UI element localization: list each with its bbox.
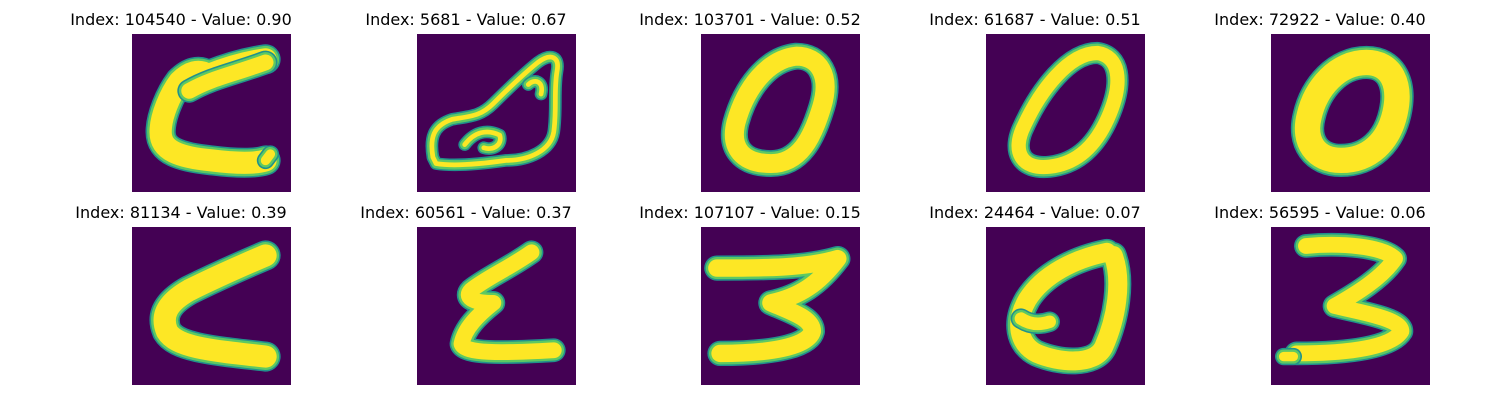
digit-image	[417, 34, 576, 192]
panel-title: Index: 61687 - Value: 0.51	[929, 10, 1141, 29]
image-panel: Index: 81134 - Value: 0.39	[31, 193, 331, 393]
image-panel: Index: 61687 - Value: 0.51	[885, 0, 1185, 200]
digit-stroke	[724, 46, 835, 174]
image-panel: Index: 103701 - Value: 0.52	[600, 0, 900, 200]
digit-stroke	[708, 249, 847, 363]
digit-stroke	[1294, 49, 1410, 174]
panel-title: Index: 72922 - Value: 0.40	[1214, 10, 1426, 29]
digit-stroke	[181, 54, 274, 99]
digit-stroke	[453, 244, 562, 361]
digit-image	[986, 34, 1145, 192]
digit-stroke	[429, 54, 560, 168]
digit-stroke	[462, 129, 503, 151]
panel-title: Index: 103701 - Value: 0.52	[639, 10, 861, 29]
image-panel: Index: 107107 - Value: 0.15	[600, 193, 900, 393]
image-panel: Index: 5681 - Value: 0.67	[316, 0, 616, 200]
digit-stroke	[1288, 236, 1410, 362]
image-panel: Index: 24464 - Value: 0.07	[885, 193, 1185, 393]
digit-image	[132, 227, 291, 385]
digit-image	[1271, 227, 1430, 385]
image-panel: Index: 56595 - Value: 0.06	[1170, 193, 1470, 393]
digit-stroke	[153, 244, 277, 368]
digit-image	[986, 227, 1145, 385]
digit-stroke	[1011, 45, 1125, 175]
digit-image	[132, 34, 291, 192]
digit-image	[701, 34, 860, 192]
digit-image	[417, 227, 576, 385]
panel-title: Index: 104540 - Value: 0.90	[70, 10, 292, 29]
panel-title: Index: 81134 - Value: 0.39	[75, 203, 287, 222]
panel-title: Index: 5681 - Value: 0.67	[365, 10, 567, 29]
digit-image	[701, 227, 860, 385]
image-panel: Index: 60561 - Value: 0.37	[316, 193, 616, 393]
digit-stroke	[1010, 242, 1128, 371]
digit-stroke	[260, 149, 276, 166]
panel-title: Index: 107107 - Value: 0.15	[639, 203, 861, 222]
image-panel: Index: 72922 - Value: 0.40	[1170, 0, 1470, 200]
panel-title: Index: 56595 - Value: 0.06	[1214, 203, 1426, 222]
panel-title: Index: 24464 - Value: 0.07	[929, 203, 1141, 222]
digit-stroke	[1014, 312, 1056, 331]
image-panel: Index: 104540 - Value: 0.90	[31, 0, 331, 200]
digit-stroke	[525, 79, 545, 97]
panel-title: Index: 60561 - Value: 0.37	[360, 203, 572, 222]
digit-image	[1271, 34, 1430, 192]
